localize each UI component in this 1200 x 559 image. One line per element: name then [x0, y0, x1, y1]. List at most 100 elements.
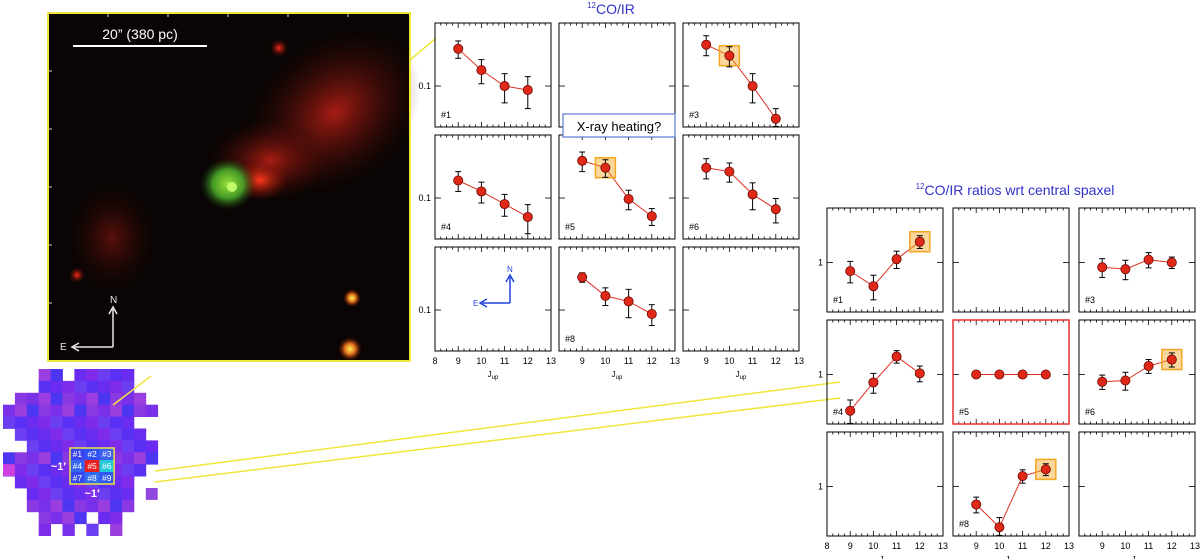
x-tick-label: 12	[1041, 541, 1051, 551]
panel-label: #6	[1085, 407, 1095, 417]
data-point	[1040, 369, 1051, 380]
map-pixel	[26, 476, 40, 489]
star-yellow	[343, 289, 361, 307]
map-pixel	[38, 440, 51, 453]
map-pixel	[74, 511, 87, 525]
map-pixel	[50, 380, 63, 394]
data-point	[914, 236, 925, 247]
map-pixel	[122, 476, 135, 489]
green-knot	[227, 182, 237, 192]
map-pixel	[14, 464, 28, 477]
star-red-top	[270, 39, 288, 57]
map-pixel	[74, 404, 87, 417]
map-pixel	[122, 440, 135, 453]
map-pixel	[122, 369, 135, 382]
chart-panel: 1 #4	[818, 319, 944, 425]
x-tick-label: 13	[794, 356, 804, 366]
y-tick-label: 1	[818, 482, 823, 492]
chart-panel: 9 10 11 12 13 Jup	[682, 246, 804, 381]
map-size-x: ~1′	[84, 488, 100, 500]
map-pixel	[110, 404, 123, 417]
x-tick-label: 9	[1100, 541, 1105, 551]
panel-frame	[682, 22, 800, 128]
map-pixel	[98, 428, 111, 441]
panel-label: #3	[689, 110, 699, 120]
panel-label: #1	[441, 110, 451, 120]
y-tick-label: 1	[818, 258, 823, 268]
panel-frame	[1078, 431, 1196, 537]
map-pixel	[122, 464, 135, 477]
map-pixel	[122, 404, 135, 417]
data-point	[499, 199, 510, 210]
data-point	[646, 211, 657, 222]
map-pixel	[74, 392, 87, 406]
x-axis-label-main: J	[488, 370, 492, 379]
map-pixel	[145, 404, 159, 417]
map-pixel	[122, 392, 135, 406]
map-pixel	[38, 476, 51, 489]
map-spaxel-label: #6	[102, 461, 112, 471]
map-spaxel	[99, 460, 115, 472]
map-pixel	[3, 452, 16, 465]
map-pixel	[50, 476, 63, 489]
series-line	[1102, 259, 1172, 270]
chart-panel: 9 10 11 12 13 Jup #8	[952, 431, 1074, 559]
map-pixel	[3, 416, 16, 429]
data-point	[770, 204, 781, 215]
chart-panel: #6	[1078, 319, 1196, 425]
map-pixel	[62, 523, 75, 536]
map-pixel	[38, 499, 51, 513]
panel-frame	[1078, 319, 1196, 425]
data-point	[914, 368, 925, 379]
map-pixel	[133, 440, 147, 453]
map-pixel	[74, 380, 87, 394]
x-axis-label: Jup	[736, 370, 747, 381]
data-point	[476, 186, 487, 197]
x-tick-label: 11	[1018, 541, 1027, 551]
map-pixel	[62, 404, 75, 417]
co-ir-chart: 12CO/IR0.1#1 #30.1#4 #5 #60.18 9 10 11 12 13JupN…	[418, 1, 804, 381]
compass-n-label: N	[507, 265, 513, 274]
map-pixel	[145, 440, 159, 453]
x-tick-label: 12	[523, 356, 533, 366]
map-pixel	[14, 404, 28, 417]
panel-label: #8	[959, 519, 969, 529]
chart-panel: 0.1 8 9 10 11 12 13 Jup N E	[418, 246, 556, 381]
map-pixel	[14, 428, 28, 441]
map-pixel	[38, 511, 51, 525]
map-pixel	[3, 464, 15, 477]
x-tick-label: 10	[600, 356, 610, 366]
scale-bar-label: 20” (380 pc)	[102, 26, 177, 42]
x-tick-label: 10	[724, 356, 734, 366]
map-pixel	[110, 416, 123, 429]
map-pixel	[38, 392, 51, 406]
map-pixel	[3, 404, 16, 417]
panel-frame	[826, 207, 944, 313]
map-pixel	[145, 452, 159, 465]
map-spaxel	[99, 448, 115, 460]
series-line	[706, 167, 777, 210]
astro-image-panel: 20” (380 pc) N E	[47, 12, 422, 362]
compass-e-head	[70, 342, 80, 352]
x-tick-label: 13	[938, 541, 948, 551]
y-tick-label: 1	[818, 370, 823, 380]
map-spaxel	[84, 448, 100, 460]
map-pixel	[50, 488, 63, 501]
x-axis-label-main: J	[880, 555, 884, 559]
map-pixel	[38, 404, 51, 417]
panel-frame	[434, 22, 552, 128]
map-pixel	[14, 392, 28, 406]
map-pixel	[133, 464, 147, 477]
map-spaxel-label: #5	[87, 461, 97, 471]
chart-title: 12CO/IR	[587, 1, 635, 17]
chart-panel: #3	[1078, 207, 1196, 313]
map-spaxel-label: #2	[87, 449, 97, 459]
data-point	[994, 369, 1005, 380]
x-tick-label: 11	[1144, 541, 1153, 551]
data-point	[868, 377, 879, 388]
x-tick-label: 10	[868, 541, 878, 551]
x-tick-label: 8	[824, 541, 829, 551]
map-pixel	[26, 416, 40, 429]
data-point	[646, 308, 657, 319]
map-spaxel-label: #3	[102, 449, 112, 459]
